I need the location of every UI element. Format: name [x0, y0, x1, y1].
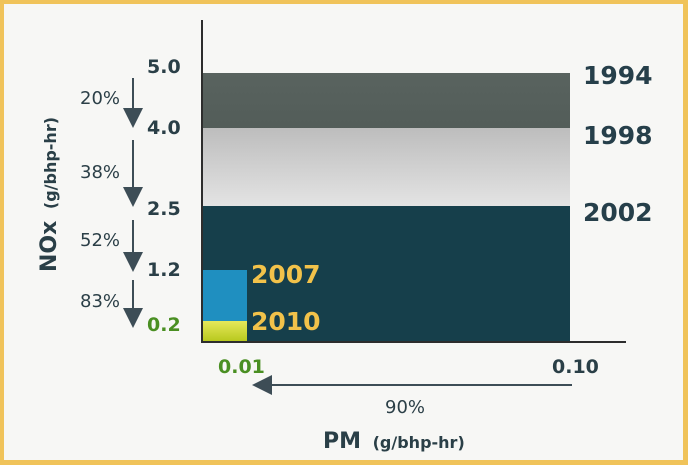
y-tick-label: 4.0	[147, 117, 181, 139]
pm-reduction-label: 90%	[385, 397, 425, 418]
x-tick-label: 0.10	[552, 356, 599, 378]
year-label-1994: 1994	[583, 61, 653, 90]
year-label-1998: 1998	[583, 121, 653, 150]
nox-reduction-label: 20%	[80, 88, 120, 109]
year-label-2002: 2002	[583, 198, 653, 227]
x-axis-label: PM	[323, 429, 361, 454]
year-label-2007: 2007	[251, 260, 321, 289]
x-tick-label: 0.01	[218, 356, 265, 378]
bars	[203, 73, 570, 341]
x-axis-title: PM (g/bhp-hr)	[323, 429, 465, 454]
y-axis-label: NOx	[37, 221, 62, 272]
bar-2010	[203, 321, 247, 341]
y-axis-unit: (g/bhp-hr)	[41, 117, 60, 209]
nox-reduction-label: 83%	[80, 291, 120, 312]
y-tick-label: 0.2	[147, 314, 181, 336]
year-label-2010: 2010	[251, 307, 321, 336]
y-axis-title: NOx (g/bhp-hr)	[37, 117, 62, 272]
y-tick-label: 1.2	[147, 259, 181, 281]
nox-reduction-label: 52%	[80, 230, 120, 251]
x-axis-unit: (g/bhp-hr)	[373, 433, 465, 452]
y-tick-label: 5.0	[147, 56, 181, 78]
nox-reduction-label: 38%	[80, 162, 120, 183]
bar-2002	[203, 206, 570, 341]
y-tick-label: 2.5	[147, 198, 181, 220]
